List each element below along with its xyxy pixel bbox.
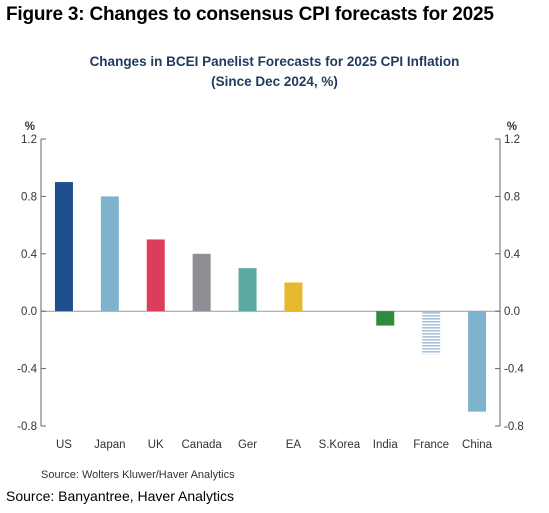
bar-china: [468, 311, 487, 412]
chart-subtitle: (Since Dec 2024, %): [211, 74, 338, 89]
x-tick-label: India: [373, 439, 399, 451]
x-tick-label: S.Korea: [319, 439, 361, 451]
y-tick-label-right: 0.8: [504, 191, 520, 203]
bar-us: [54, 182, 73, 312]
y-unit-right: %: [507, 121, 517, 133]
chart-title: Changes in BCEI Panelist Forecasts for 2…: [89, 54, 460, 69]
y-tick-label-right: 1.2: [504, 134, 520, 146]
x-tick-label: Japan: [94, 439, 125, 451]
y-tick-label-right: -0.4: [504, 364, 524, 376]
y-tick-label-right: 0.0: [504, 306, 520, 318]
x-tick-label: US: [56, 439, 72, 451]
bar-japan: [100, 196, 119, 312]
x-tick-label: UK: [148, 439, 164, 451]
x-tick-label: France: [413, 439, 449, 451]
bar-france: [422, 311, 441, 355]
bar-canada: [192, 253, 211, 312]
bar-india: [376, 311, 395, 326]
bar-uk: [146, 239, 165, 312]
x-tick-label: Canada: [182, 439, 223, 451]
figure-source: Source: Banyantree, Haver Analytics: [6, 488, 235, 504]
y-tick-label-right: -0.8: [504, 421, 524, 433]
y-tick-label-left: 0.4: [21, 249, 38, 261]
chart-source-note: Source: Wolters Kluwer/Haver Analytics: [41, 469, 235, 481]
y-tick-label-right: 0.4: [504, 249, 521, 261]
y-tick-label-left: 0.0: [21, 306, 37, 318]
y-tick-label-left: -0.8: [17, 421, 37, 433]
y-tick-label-left: 1.2: [21, 134, 37, 146]
x-tick-label: Ger: [238, 439, 257, 451]
x-tick-label: China: [462, 439, 493, 451]
x-tick-label: EA: [286, 439, 302, 451]
y-tick-label-left: -0.4: [17, 364, 37, 376]
bar-ea: [284, 282, 303, 312]
y-unit-left: %: [25, 121, 35, 133]
figure-title: Figure 3: Changes to consensus CPI forec…: [6, 4, 494, 25]
y-tick-label-left: 0.8: [21, 191, 37, 203]
bar-ger: [238, 268, 257, 312]
